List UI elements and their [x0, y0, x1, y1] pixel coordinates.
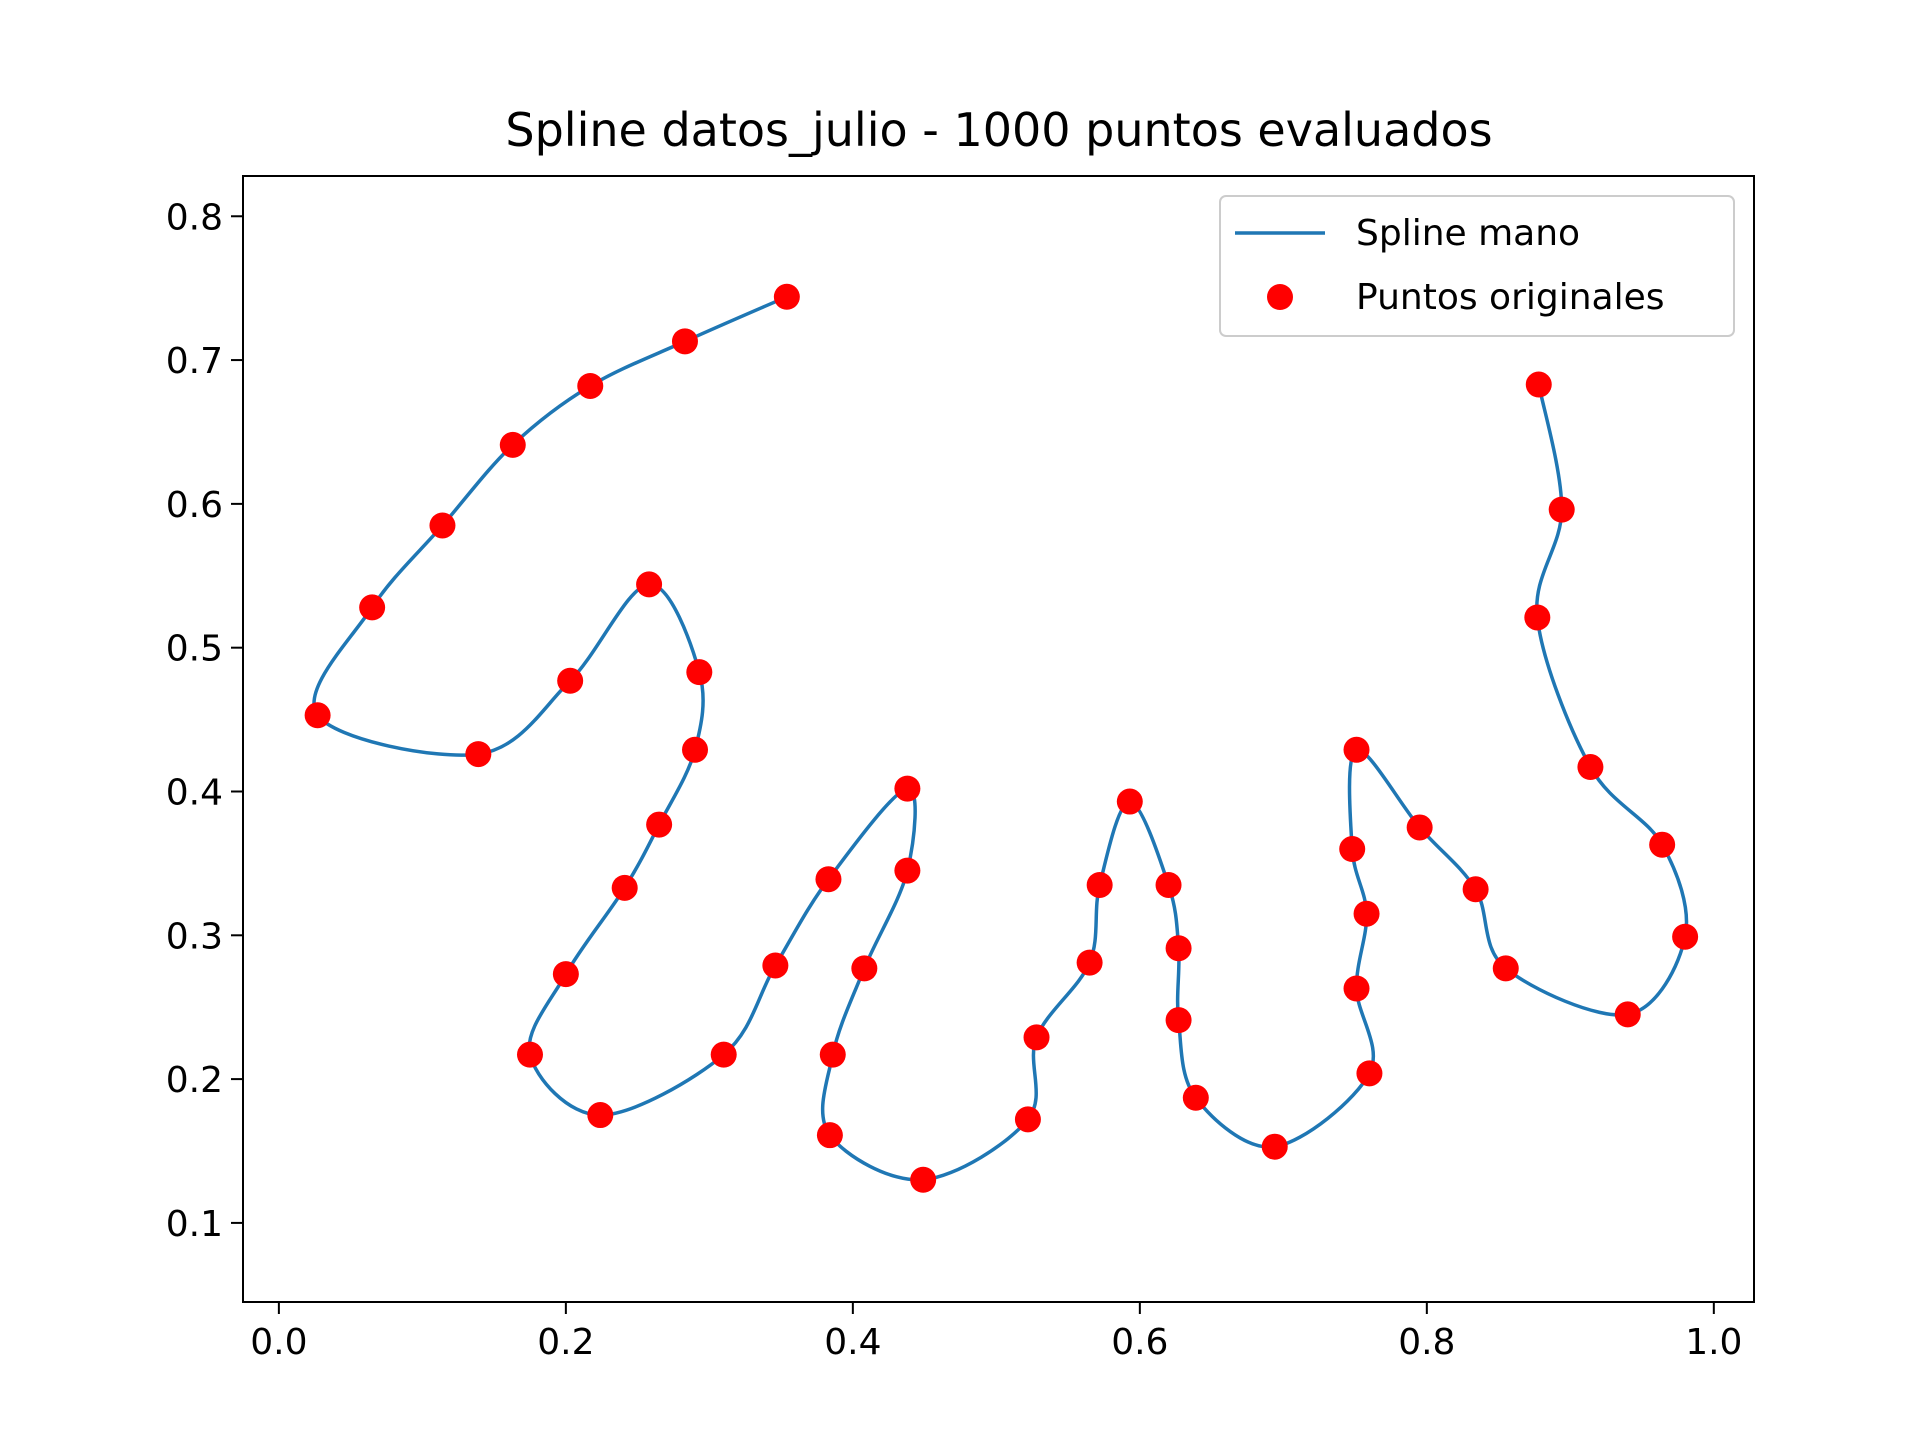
data-point [1614, 1001, 1641, 1028]
y-axis: 0.1 0.2 0.3 0.4 0.5 0.6 0.7 0.8 [166, 197, 243, 1245]
legend-marker-swatch [1267, 284, 1293, 310]
x-tick-label: 0.0 [250, 1322, 307, 1363]
data-point [429, 512, 456, 539]
y-tick-label: 0.6 [166, 485, 223, 526]
data-point [587, 1102, 614, 1129]
plot-area [304, 283, 1699, 1193]
data-point [1548, 496, 1575, 523]
data-point [1165, 1007, 1192, 1034]
y-tick-label: 0.5 [166, 629, 223, 670]
x-tick-label: 0.8 [1398, 1322, 1455, 1363]
x-tick-label: 0.2 [537, 1322, 594, 1363]
data-point [819, 1041, 846, 1068]
data-point [1261, 1133, 1288, 1160]
data-point [1525, 371, 1552, 398]
y-tick-label: 0.4 [166, 772, 223, 813]
y-tick-label: 0.2 [166, 1060, 223, 1101]
data-point [1343, 736, 1370, 763]
plot-frame [242, 175, 1755, 1303]
y-tick-label: 0.7 [166, 341, 223, 382]
data-point [1165, 935, 1192, 962]
data-point [1014, 1106, 1041, 1133]
x-axis: 0.0 0.2 0.4 0.6 0.8 1.0 [250, 1302, 1742, 1363]
legend: Spline mano Puntos originales [1219, 195, 1735, 337]
y-tick-label: 0.1 [166, 1204, 223, 1245]
data-point [516, 1041, 543, 1068]
data-point [815, 866, 842, 893]
data-point [1086, 871, 1113, 898]
data-point [1353, 900, 1380, 927]
x-tick-label: 1.0 [1685, 1322, 1742, 1363]
data-point [1577, 754, 1604, 781]
data-point [773, 283, 800, 310]
data-point [499, 431, 526, 458]
data-point [1023, 1024, 1050, 1051]
data-point [1076, 949, 1103, 976]
data-point [1406, 814, 1433, 841]
data-point [636, 571, 663, 598]
data-point [1155, 871, 1182, 898]
data-point [611, 874, 638, 901]
data-point [359, 594, 386, 621]
x-tick-label: 0.4 [824, 1322, 881, 1363]
y-tick-label: 0.8 [166, 197, 223, 238]
data-point [710, 1041, 737, 1068]
data-point [557, 667, 584, 694]
data-point [1524, 604, 1551, 631]
legend-label-spline: Spline mano [1356, 213, 1580, 254]
data-point [1343, 975, 1370, 1002]
data-point [671, 328, 698, 355]
data-point [1116, 788, 1143, 815]
data-point [816, 1122, 843, 1149]
data-point [910, 1166, 937, 1193]
data-point [762, 952, 789, 979]
data-point [1672, 923, 1699, 950]
legend-label-points: Puntos originales [1356, 277, 1665, 318]
data-point [1649, 831, 1676, 858]
data-point [577, 372, 604, 399]
data-point [1182, 1084, 1209, 1111]
data-point [304, 702, 331, 729]
data-point [1492, 955, 1519, 982]
legend-box [1219, 195, 1735, 337]
y-tick-label: 0.3 [166, 916, 223, 957]
x-tick-label: 0.6 [1111, 1322, 1168, 1363]
data-point [552, 961, 579, 988]
data-point [465, 741, 492, 768]
data-point [851, 955, 878, 982]
data-point [686, 659, 713, 686]
data-point [682, 736, 709, 763]
data-point [1339, 836, 1366, 863]
data-point [894, 775, 921, 802]
data-point [1462, 876, 1489, 903]
chart-title: Spline datos_julio - 1000 puntos evaluad… [505, 103, 1492, 157]
data-point [646, 811, 673, 838]
data-point [1356, 1060, 1383, 1087]
data-point [894, 857, 921, 884]
